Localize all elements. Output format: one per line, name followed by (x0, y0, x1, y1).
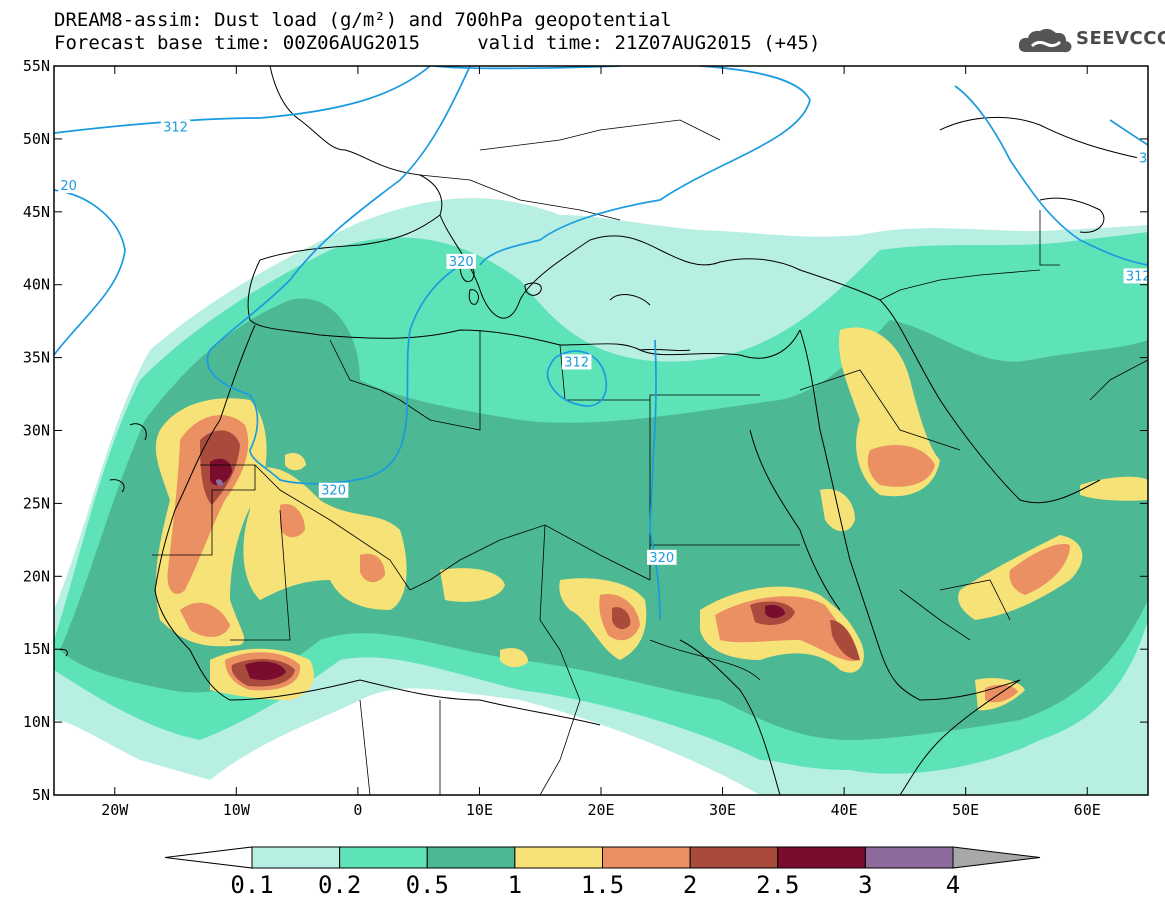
lat-tick-label: 20N (23, 567, 50, 585)
contour-label: 320 (649, 551, 674, 566)
map-subtitle: Forecast base time: 00Z06AUG2015 valid t… (54, 32, 821, 54)
seevccc-logo: SEEVCCC (1016, 22, 1165, 62)
lon-tick-label: 40E (831, 801, 858, 819)
colorbar-label: 2 (683, 871, 697, 899)
contour-label-bg (1123, 268, 1148, 284)
lat-tick-label: 35N (23, 349, 50, 367)
lat-tick-label: 55N (23, 57, 50, 75)
axis-ticks (54, 65, 1148, 796)
colorbar-label: 0.2 (318, 871, 361, 899)
colorbar-label: 3 (858, 871, 872, 899)
lon-tick-label: 20W (101, 801, 129, 819)
dust-band-3 (216, 479, 224, 486)
colorbar-swatch (514, 846, 603, 869)
lat-tick-label: 45N (23, 203, 50, 221)
contour-label-bg (446, 253, 476, 269)
country-borders (152, 119, 1148, 795)
colorbar-high-triangle (952, 846, 1041, 869)
lat-tick-label: 30N (23, 422, 50, 440)
lat-tick-label: 50N (23, 130, 50, 148)
contour-label: 20 (60, 179, 77, 194)
dust-band-2.5 (210, 458, 785, 680)
contour-label-bg (561, 354, 592, 370)
cloud-icon (1018, 28, 1072, 53)
colorbar-swatch (339, 846, 428, 869)
contour-label-bg (647, 549, 677, 565)
lon-tick-label: 60E (1074, 801, 1101, 819)
contour-label: 312 (1126, 269, 1151, 284)
colorbar-swatch (602, 846, 691, 869)
colorbar-label: 0.5 (406, 871, 449, 899)
colorbar-label: 0.1 (230, 871, 273, 899)
geopotential-contours (54, 66, 1148, 621)
lon-tick-label: 10W (223, 801, 251, 819)
colorbar-swatch (426, 846, 516, 869)
colorbar-swatch (777, 846, 866, 869)
logo-text: SEEVCCC (1076, 28, 1165, 49)
lon-tick-label: 0 (353, 801, 362, 819)
lon-tick-label: 20E (587, 801, 614, 819)
colorbar-swatch (689, 846, 779, 869)
colorbar-labels: 0.1 0.2 0.5 1 1.5 2 2.5 3 4 (230, 871, 960, 899)
dust-field: 312 20 320 312 320 320 312 3 (54, 66, 1151, 795)
colorbar-label: 2.5 (756, 871, 799, 899)
coastlines (59, 66, 1148, 795)
lon-tick-label: 10E (466, 801, 493, 819)
colorbar-label: 1.5 (581, 871, 624, 899)
colorbar-swatch (251, 846, 341, 869)
colorbar-swatch (864, 846, 954, 869)
lon-tick-labels: 20W 10W 0 10E 20E 30E 40E 50E 60E (101, 801, 1101, 819)
contour-label-bg (1136, 150, 1148, 166)
contour-labels: 312 20 320 312 320 320 312 3 (58, 119, 1151, 566)
lat-tick-label: 40N (23, 276, 50, 294)
contour-label: 312 (163, 121, 188, 136)
lat-tick-label: 25N (23, 494, 50, 512)
contour-label-bg (160, 119, 191, 135)
contour-label: 320 (449, 255, 474, 270)
lat-tick-label: 15N (23, 640, 50, 658)
colorbar-label: 4 (946, 871, 960, 899)
lon-tick-label: 30E (709, 801, 736, 819)
lon-tick-label: 50E (952, 801, 979, 819)
contour-label-bg (58, 178, 80, 194)
contour-label: 312 (564, 355, 589, 370)
lat-tick-label: 5N (32, 786, 50, 804)
lat-tick-labels: 55N 50N 45N 40N 35N 30N 25N 20N 15N 10N 5N (23, 57, 50, 804)
colorbar-label: 1 (508, 871, 522, 899)
colorbar-swatches (164, 846, 1041, 869)
contour-label-bg (318, 482, 349, 498)
lat-tick-label: 10N (23, 713, 50, 731)
map-title: DREAM8-assim: Dust load (g/m²) and 700hP… (54, 9, 672, 31)
colorbar-low-triangle (164, 846, 253, 869)
contour-label: 3 (1139, 151, 1147, 166)
contour-label: 320 (321, 484, 346, 499)
